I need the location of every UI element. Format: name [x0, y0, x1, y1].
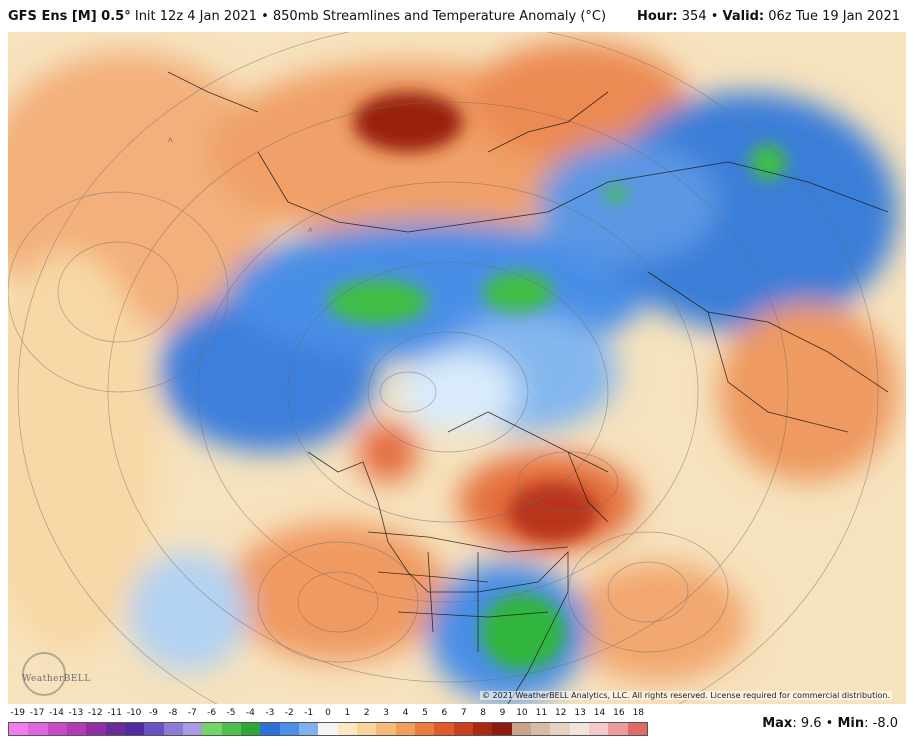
- legend-swatch: [337, 723, 357, 735]
- legend-swatch: [124, 723, 145, 735]
- legend-tick-label: 4: [402, 708, 409, 718]
- legend-swatch: [163, 723, 183, 735]
- legend-tick-label: 0: [325, 708, 331, 718]
- legend-swatch: [66, 723, 87, 735]
- legend-swatch: [144, 723, 164, 735]
- legend-swatch: [453, 723, 473, 735]
- legend-tick-label: -5: [226, 708, 236, 718]
- legend-tick-label: 10: [516, 708, 528, 718]
- legend-tick-label: -13: [68, 708, 84, 718]
- legend-tick-label: -11: [107, 708, 123, 718]
- legend-tick-label: -1: [304, 708, 314, 718]
- legend-swatch: [279, 723, 299, 735]
- copyright-notice: © 2021 WeatherBELL Analytics, LLC. All r…: [480, 691, 892, 700]
- max-label: Max: [762, 716, 793, 731]
- legend-swatch: [105, 723, 125, 735]
- legend-swatch: [221, 723, 241, 735]
- field-name: 850mb Streamlines and Temperature Anomal…: [272, 9, 607, 24]
- legend-swatch: [9, 723, 29, 735]
- legend-tick-label: 2: [363, 708, 370, 718]
- legend-tick-label: -2: [284, 708, 294, 718]
- valid-label: Valid:: [722, 9, 765, 24]
- legend-swatch: [414, 723, 435, 735]
- legend-swatch: [356, 723, 377, 735]
- legend-tick-label: 6: [441, 708, 448, 718]
- init-time: Init 12z 4 Jan 2021: [134, 9, 257, 24]
- svg-text:ʌ: ʌ: [168, 135, 173, 144]
- legend-swatch: [298, 723, 319, 735]
- legend-tick-label: -17: [29, 708, 45, 718]
- legend-tick-label: -14: [49, 708, 64, 718]
- legend-tick-label: 14: [593, 708, 606, 718]
- legend-swatch: [472, 723, 493, 735]
- legend-swatch: [182, 723, 203, 735]
- legend-tick-label: -10: [126, 708, 142, 718]
- legend-swatch: [318, 723, 338, 735]
- legend-tick-label: 7: [460, 708, 467, 718]
- weatherbell-logo-ring: [22, 652, 66, 696]
- legend-tick-label: 3: [383, 708, 390, 718]
- legend-swatch: [47, 723, 67, 735]
- temperature-anomaly-field: ʌ ʌ: [8, 32, 906, 704]
- valid-time-info: Hour: 354 • Valid: 06z Tue 19 Jan 2021: [636, 9, 900, 24]
- valid-value: 06z Tue 19 Jan 2021: [768, 9, 900, 24]
- legend-swatch: [530, 723, 551, 735]
- forecast-map: ʌ ʌ WeatherBELL © 2021 WeatherBELL Analy…: [8, 32, 906, 704]
- legend-tick-label: 18: [632, 708, 645, 718]
- legend-swatch: [260, 723, 280, 735]
- legend-tick-label: -19: [10, 708, 26, 718]
- svg-text:ʌ: ʌ: [308, 225, 313, 234]
- hour-value: 354: [681, 9, 707, 24]
- legend-tick-label: 9: [499, 708, 506, 718]
- legend-tick-label: -12: [87, 708, 103, 718]
- legend-tick-label: -6: [207, 708, 217, 718]
- legend-swatch: [569, 723, 589, 735]
- legend-swatch: [627, 723, 647, 735]
- legend-tick-label: 5: [422, 708, 428, 718]
- legend-tick-label: 13: [574, 708, 586, 718]
- map-header: GFS Ens [M] 0.5° Init 12z 4 Jan 2021 • 8…: [0, 0, 914, 32]
- legend-swatch: [395, 723, 415, 735]
- max-value: 9.6: [800, 716, 822, 731]
- legend-swatch: [511, 723, 531, 735]
- legend-tick-label: -3: [265, 708, 275, 718]
- min-value: -8.0: [872, 716, 898, 731]
- hour-label: Hour:: [636, 9, 678, 24]
- legend-tick-label: 1: [344, 708, 351, 718]
- legend-swatch: [550, 723, 570, 735]
- legend-swatch: [240, 723, 261, 735]
- legend-swatch: [588, 723, 609, 735]
- legend-swatch: [608, 723, 628, 735]
- legend-swatch: [86, 723, 106, 735]
- max-min-readout: Max: 9.6 • Min: -8.0: [762, 716, 898, 731]
- legend-tick-label: -8: [168, 708, 178, 718]
- legend-tick-label: 12: [554, 708, 567, 718]
- map-title: GFS Ens [M] 0.5° Init 12z 4 Jan 2021 • 8…: [8, 9, 607, 24]
- model-name: GFS Ens [M] 0.5°: [8, 9, 131, 24]
- min-label: Min: [837, 716, 865, 731]
- legend-tick-label: 16: [613, 708, 625, 718]
- color-legend: [8, 722, 648, 736]
- legend-tick-labels: -19 -17 -14 -13 -12 -11 -10 -9 -8 -7 -6 -5 -4 -3 -2 -1 0…: [8, 708, 648, 720]
- legend-tick-label: -9: [148, 708, 158, 718]
- legend-swatch: [202, 723, 222, 735]
- legend-swatch: [28, 723, 48, 735]
- legend-swatch: [434, 723, 454, 735]
- legend-tick-label: -7: [187, 708, 197, 718]
- legend-tick-label: 8: [480, 708, 487, 718]
- legend-swatch: [492, 723, 512, 735]
- legend-tick-label: -4: [245, 708, 255, 718]
- weatherbell-logo: WeatherBELL: [22, 674, 91, 684]
- legend-tick-label: 11: [535, 708, 548, 718]
- legend-swatch: [376, 723, 396, 735]
